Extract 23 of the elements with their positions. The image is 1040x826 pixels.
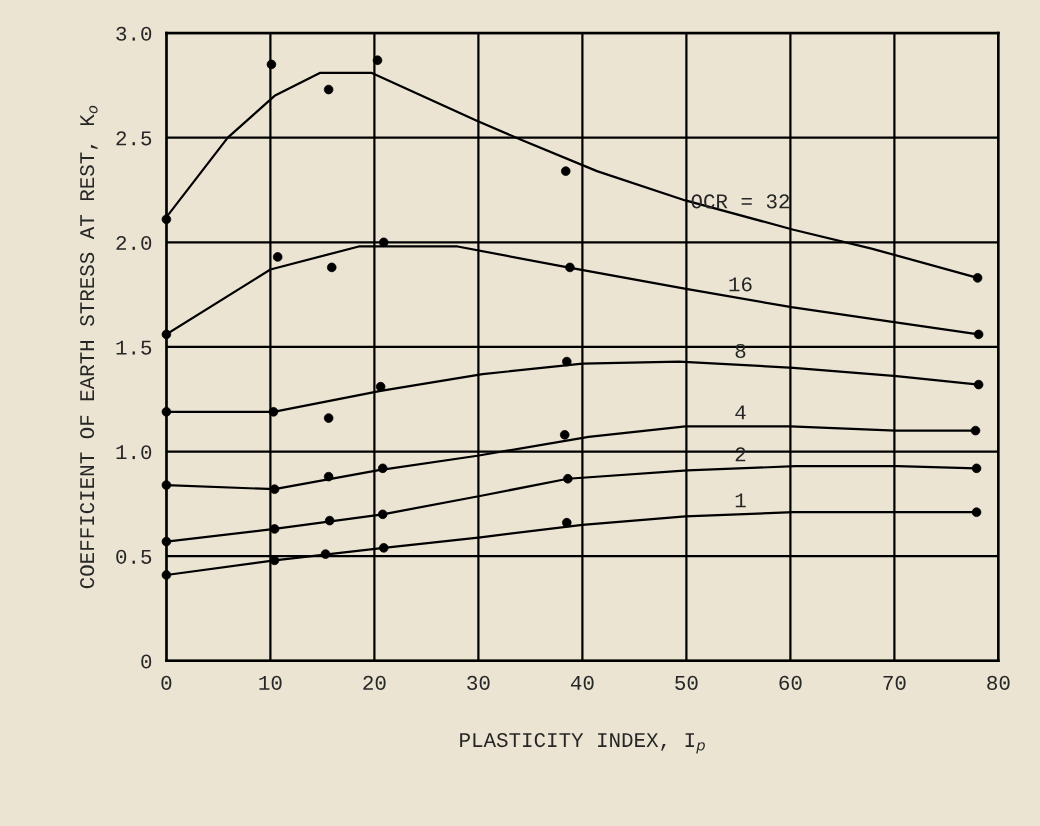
x-tick-label: 10: [259, 675, 282, 690]
x-tick-label: 40: [570, 675, 594, 690]
series-label: 8: [735, 343, 746, 359]
series-label: 4: [735, 405, 746, 420]
series-label: OCR = 32: [691, 194, 790, 209]
x-tick-label: 20: [363, 675, 386, 690]
y-tick-label: 3.0: [116, 26, 152, 41]
x-tick-label: 30: [467, 675, 490, 690]
y-tick-label: 0.5: [116, 549, 152, 564]
x-tick-label: 0: [161, 675, 172, 690]
y-tick-label: 1.5: [116, 340, 152, 355]
series-label: 1: [735, 493, 746, 508]
x-tick-label: 50: [675, 675, 698, 690]
y-tick-label: 1.0: [116, 445, 152, 460]
y-tick-label: 0: [141, 654, 152, 669]
y-axis-title: COEFFICIENT OF EARTH STRESS AT REST, K$_{o}$: [80, 105, 98, 589]
x-axis-title: PLASTICITY INDEX, I$_{p}$: [460, 733, 705, 754]
x-tick-label: 70: [883, 675, 906, 690]
y-tick-label: 2.5: [116, 131, 152, 146]
series-label: 16: [729, 277, 752, 292]
y-tick-label: 2.0: [116, 235, 152, 251]
x-tick-label: 80: [987, 675, 1010, 690]
x-tick-label: 60: [779, 675, 802, 690]
